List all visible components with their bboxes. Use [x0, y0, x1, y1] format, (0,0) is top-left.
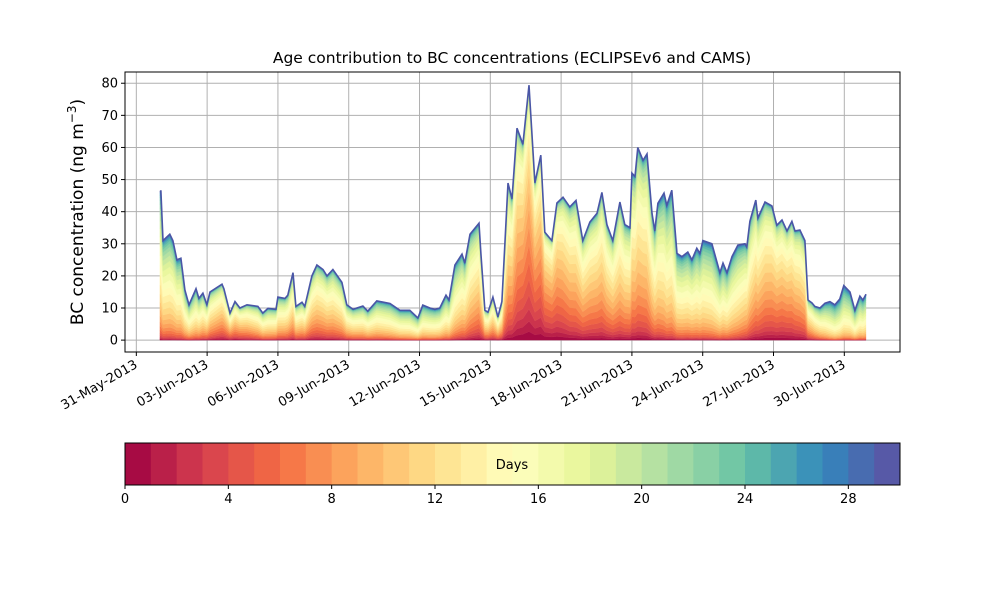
colorbar-bin [512, 443, 539, 485]
colorbar-tick-label: 0 [121, 492, 129, 507]
colorbar-tick-label: 16 [530, 492, 547, 507]
x-tick-label: 12-Jun-2013 [347, 357, 424, 410]
y-axis-label: BC concentration (ng m−3) [65, 99, 88, 325]
y-tick-label: 40 [101, 205, 118, 220]
colorbar-bin [486, 443, 513, 485]
colorbar-bin [848, 443, 875, 485]
colorbar-bin [719, 443, 746, 485]
colorbar-bin [590, 443, 617, 485]
colorbar-bin [745, 443, 772, 485]
x-tick-label: 03-Jun-2013 [134, 357, 211, 410]
colorbar-bin [615, 443, 643, 485]
x-tick-label: 30-Jun-2013 [771, 357, 848, 410]
x-tick-label: 06-Jun-2013 [205, 357, 282, 410]
colorbar-bin [228, 443, 255, 485]
colorbar-bin [383, 443, 410, 485]
total-concentration-line [159, 85, 867, 320]
y-axis: 0 10 20 30 40 50 60 70 80 [101, 77, 125, 349]
x-tick-label: 18-Jun-2013 [488, 357, 565, 410]
colorbar-bin [409, 443, 436, 485]
x-tick-label: 21-Jun-2013 [559, 357, 636, 410]
colorbar-bin [305, 443, 333, 485]
colorbar-tick-label: 24 [737, 492, 754, 507]
stacked-age-areas [159, 85, 867, 341]
colorbar-frame [124, 442, 901, 486]
colorbar-bin [796, 443, 823, 485]
colorbar-bin [202, 443, 229, 485]
colorbar-bin [822, 443, 849, 485]
colorbar-bin [667, 443, 694, 485]
y-axis-label-close: ) [68, 99, 88, 106]
colorbar-bin [874, 443, 901, 485]
x-tick-label: 31-May-2013 [59, 357, 141, 413]
colorbar-bin [435, 443, 462, 485]
colorbar-label: Days [496, 458, 529, 473]
y-tick-label: 50 [101, 173, 118, 188]
y-axis-label-exponent: −3 [65, 105, 79, 123]
colorbar-bin [176, 443, 203, 485]
y-tick-label: 80 [101, 77, 118, 92]
y-axis-label-main: BC concentration (ng m [68, 123, 88, 325]
x-tick-label: 27-Jun-2013 [701, 357, 778, 410]
colorbar-bin [125, 443, 152, 485]
colorbar-bin [150, 443, 178, 485]
chart-title: Age contribution to BC concentrations (E… [273, 49, 751, 67]
colorbar-bin [564, 443, 591, 485]
colorbar-bin [331, 443, 358, 485]
colorbar-bin [357, 443, 384, 485]
y-tick-label: 70 [101, 109, 118, 124]
colorbar-tick-label: 20 [633, 492, 650, 507]
colorbar: 0 4 8 12 16 20 24 28 [121, 443, 901, 507]
colorbar-tick-label: 4 [224, 492, 232, 507]
colorbar-tick-label: 28 [840, 492, 857, 507]
colorbar-bin [641, 443, 668, 485]
colorbar-bin [770, 443, 798, 485]
colorbar-tick-label: 8 [328, 492, 336, 507]
x-axis: 31-May-201303-Jun-201306-Jun-201309-Jun-… [59, 352, 848, 413]
y-tick-label: 0 [110, 334, 118, 349]
y-tick-label: 20 [101, 269, 118, 284]
colorbar-bin [693, 443, 720, 485]
colorbar-bin [460, 443, 488, 485]
x-tick-label: 15-Jun-2013 [417, 357, 494, 410]
x-tick-label: 24-Jun-2013 [630, 357, 707, 410]
y-tick-label: 10 [101, 302, 118, 317]
colorbar-bin [254, 443, 281, 485]
x-tick-label: 09-Jun-2013 [276, 357, 353, 410]
y-tick-label: 30 [101, 237, 118, 252]
colorbar-tick-label: 12 [427, 492, 444, 507]
y-tick-label: 60 [101, 141, 118, 156]
colorbar-bin [280, 443, 307, 485]
colorbar-bin [538, 443, 565, 485]
